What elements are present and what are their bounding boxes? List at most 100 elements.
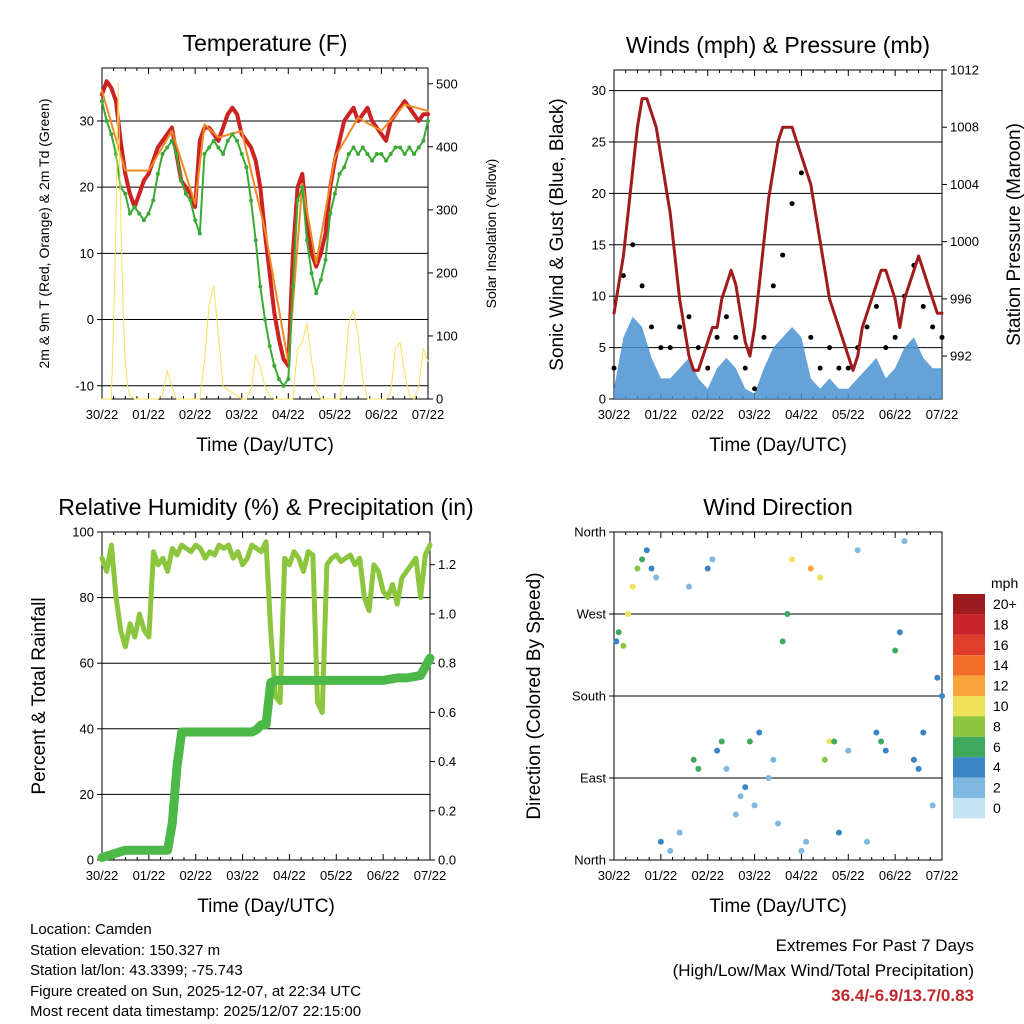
legend-swatch — [953, 777, 985, 798]
gust-point — [798, 170, 804, 176]
y-tick-label: East — [580, 771, 606, 786]
speed-legend: mph 20+ 18 16 14 12 10 8 6 4 2 0 — [953, 575, 1018, 819]
y-tick-label: South — [572, 689, 606, 704]
x-tick-label: 03/22 — [226, 868, 259, 883]
direction-point — [613, 638, 620, 645]
direction-point — [625, 611, 632, 617]
y2-tick-label: 300 — [436, 202, 458, 217]
y-tick-label: 30 — [80, 113, 94, 128]
y-axis-label: Direction (Colored By Speed) — [524, 572, 545, 819]
direction-point — [910, 756, 917, 763]
y2-tick-label: 1008 — [950, 120, 979, 135]
direction-point — [798, 847, 805, 854]
direction-point — [667, 847, 674, 854]
direction-point — [864, 838, 871, 845]
direction-point — [915, 765, 922, 772]
direction-point — [718, 738, 725, 745]
figure-created: Figure created on Sun, 2025-12-07, at 22… — [30, 982, 362, 1000]
gust-point — [677, 324, 683, 330]
direction-point — [775, 820, 781, 827]
direction-point — [620, 642, 627, 649]
y-tick-label: 30 — [592, 83, 606, 98]
gust-point — [836, 365, 842, 371]
gust-point — [714, 334, 720, 340]
legend-swatch — [953, 798, 985, 819]
gust-point — [930, 324, 936, 330]
direction-point — [939, 693, 945, 699]
pressure-line — [612, 97, 944, 372]
x-tick-label: 05/22 — [832, 407, 865, 422]
x-tick-label: 07/22 — [926, 868, 959, 883]
y-axis-label: Sonic Wind & Gust (Blue, Black) — [547, 98, 568, 370]
legend-swatch — [953, 594, 985, 615]
x-tick-label: 06/22 — [367, 868, 400, 883]
series-layer — [100, 79, 430, 400]
y-tick-label: 60 — [80, 656, 94, 671]
x-tick-label: 02/22 — [179, 868, 212, 883]
direction-point — [643, 547, 650, 554]
legend-label: 2 — [993, 780, 1001, 796]
gust-point — [752, 386, 758, 392]
y2-tick-label: 400 — [436, 139, 458, 154]
direction-point — [765, 775, 772, 781]
gust-point — [639, 283, 645, 289]
chart-title: Winds (mph) & Pressure (mb) — [626, 32, 930, 58]
y-tick-label: North — [574, 525, 606, 540]
gust-point — [770, 283, 776, 289]
direction-point — [704, 565, 711, 572]
legend-label: 16 — [993, 637, 1009, 653]
gust-point — [920, 303, 926, 309]
extremes-values: 36.4/-6.9/13.7/0.83 — [831, 986, 974, 1005]
x-tick-label: 03/22 — [225, 407, 258, 422]
legend-label: 10 — [993, 698, 1009, 714]
direction-point — [873, 729, 880, 736]
direction-point — [934, 674, 941, 681]
y2-tick-label: 200 — [436, 265, 458, 280]
direction-point — [817, 574, 824, 581]
direction-point — [648, 565, 655, 572]
legend-swatch — [953, 614, 985, 635]
direction-point — [639, 556, 646, 563]
legend-swatch — [953, 736, 985, 758]
x-tick-label: 02/22 — [691, 407, 724, 422]
x-tick-label: 01/22 — [645, 407, 678, 422]
x-tick-label: 02/22 — [691, 868, 724, 883]
humidity-line — [99, 539, 433, 715]
series-layer — [611, 97, 945, 399]
direction-point — [690, 756, 697, 763]
x-axis-label: Time (Day/UTC) — [196, 435, 334, 456]
direction-point — [878, 738, 885, 745]
gust-point — [695, 345, 701, 351]
chart-panel-temperature: -10 0 10 20 30 30/22 01/22 02/22 03/22 04/22 05/22… — [36, 30, 499, 456]
y2-tick-label: 0.6 — [438, 705, 456, 720]
legend-swatch — [953, 655, 985, 676]
x-axis-label: Time (Day/UTC) — [709, 896, 847, 917]
legend-label: 14 — [993, 657, 1009, 673]
direction-point — [779, 638, 786, 645]
gust-point — [873, 303, 879, 309]
y-axis-label: 2m & 9m T (Red, Orange) & 2m Td (Green) — [36, 99, 52, 369]
y-tick-label: 0 — [599, 392, 606, 407]
legend-unit: mph — [991, 575, 1018, 591]
x-tick-label: 04/22 — [272, 407, 305, 422]
y-tick-label: 5 — [599, 340, 606, 355]
gust-point — [733, 334, 739, 340]
direction-point — [770, 756, 777, 763]
x-tick-label: 30/22 — [86, 868, 119, 883]
y2-tick-label: 0.0 — [438, 853, 456, 868]
gust-point — [620, 273, 626, 279]
y2-tick-label: 1012 — [950, 63, 979, 78]
gust-point — [630, 242, 636, 248]
direction-point — [892, 647, 899, 654]
direction-point — [896, 629, 903, 636]
gust-point — [789, 201, 795, 207]
x-tick-label: 06/22 — [879, 868, 912, 883]
plot-frame — [101, 531, 431, 861]
x-tick-label: 05/22 — [320, 868, 353, 883]
legend-label: 18 — [993, 616, 1009, 632]
x-tick-label: 06/22 — [879, 407, 912, 422]
y-tick-label: 10 — [80, 246, 94, 261]
direction-point — [789, 556, 796, 563]
direction-point — [831, 738, 838, 745]
